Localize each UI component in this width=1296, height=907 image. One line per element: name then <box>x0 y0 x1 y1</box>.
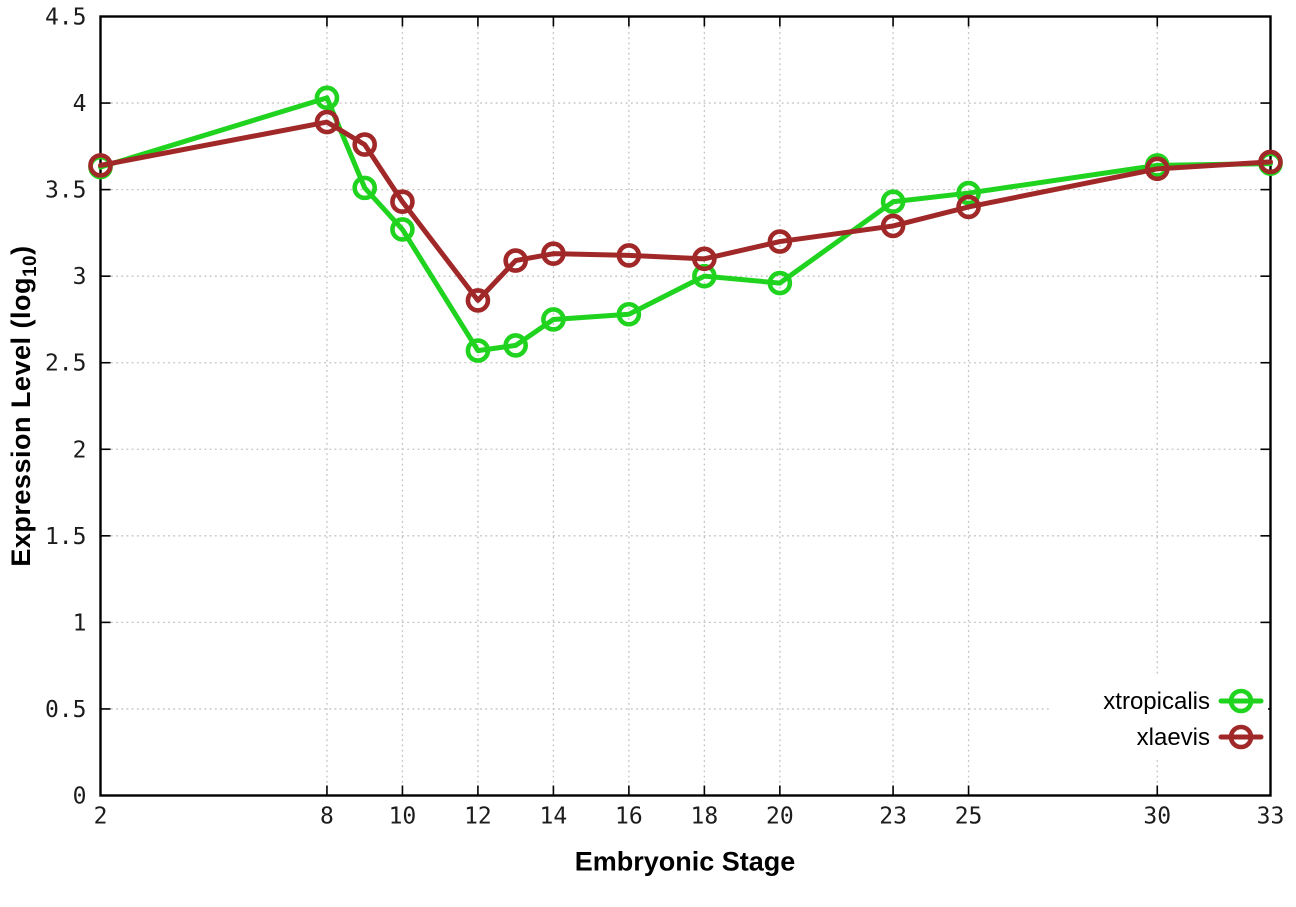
y-tick-label: 0.5 <box>45 697 87 723</box>
series-xlaevis-point <box>352 132 377 157</box>
series-xlaevis-point <box>1144 156 1170 182</box>
x-tick-label: 25 <box>955 804 983 830</box>
legend-label-xtropicalis: xtropicalis <box>1103 688 1210 715</box>
y-tick-label: 2.5 <box>45 351 87 377</box>
x-tick-label: 10 <box>389 804 417 830</box>
y-tick-label: 1.5 <box>45 524 87 550</box>
series-xlaevis-line <box>98 119 1273 303</box>
y-tick-label: 0 <box>73 784 87 810</box>
x-tick-label: 16 <box>615 804 643 830</box>
series-xlaevis-point <box>314 109 340 135</box>
series-xtropicalis-point <box>616 301 642 327</box>
y-tick-label: 3 <box>73 264 87 290</box>
x-tick-label: 33 <box>1257 804 1285 830</box>
series-xlaevis-point <box>692 246 717 272</box>
series-xtropicalis-point <box>390 217 415 242</box>
series-xlaevis-point <box>1258 149 1283 175</box>
series-xlaevis-point <box>541 241 566 266</box>
x-tick-label: 30 <box>1143 804 1171 830</box>
series-xtropicalis-point <box>503 333 528 358</box>
y-axis-title-text: Expression Level (log <box>6 277 36 567</box>
y-tick-label: 3.5 <box>45 178 87 204</box>
series-xtropicalis-point <box>767 270 793 296</box>
x-axis-title: Embryonic Stage <box>574 846 796 877</box>
series-xlaevis-point <box>956 194 981 220</box>
x-tick-label: 14 <box>540 804 568 830</box>
x-tick-label: 2 <box>94 804 108 830</box>
series-xlaevis-point <box>465 288 491 313</box>
x-tick-label: 12 <box>464 804 492 830</box>
legend-sample-marker-xlaevis <box>1228 724 1254 750</box>
x-tick-label: 8 <box>320 804 334 830</box>
y-axis-title: Expression Level (log10) <box>6 245 42 566</box>
series-xlaevis-point <box>390 189 415 215</box>
series-xtropicalis-point <box>314 85 340 111</box>
series-xtropicalis-point <box>541 307 566 332</box>
x-tick-label: 18 <box>691 804 719 830</box>
series-xlaevis-point <box>503 248 528 273</box>
y-tick-label: 1 <box>73 610 87 636</box>
plot-border <box>99 15 1272 797</box>
series-xtropicalis-point <box>352 175 377 201</box>
x-tick-label: 20 <box>766 804 794 830</box>
series-xlaevis-point <box>88 153 113 178</box>
y-axis-title-suffix: ) <box>6 245 36 255</box>
series-xtropicalis-point <box>880 189 906 215</box>
legend-label-xlaevis: xlaevis <box>1137 724 1210 751</box>
series-xlaevis-point <box>767 229 793 254</box>
y-tick-label: 2 <box>73 437 87 463</box>
y-tick-label: 4 <box>73 91 87 117</box>
series-xlaevis-point <box>616 243 642 268</box>
series-xtropicalis-line <box>98 95 1273 354</box>
series-xtropicalis-point <box>465 338 491 363</box>
series-xlaevis-point <box>880 213 906 239</box>
y-tick-label: 4.5 <box>45 5 87 31</box>
series-xtropicalis-point <box>956 180 981 206</box>
x-tick-label: 23 <box>879 804 907 830</box>
legend-item-xtropicalis: xtropicalis <box>1103 688 1264 715</box>
legend-item-xlaevis: xlaevis <box>1137 724 1264 751</box>
legend-sample-marker-xtropicalis <box>1228 688 1254 714</box>
y-axis-title-subscript: 10 <box>20 254 41 278</box>
series-xtropicalis-point <box>692 263 717 289</box>
